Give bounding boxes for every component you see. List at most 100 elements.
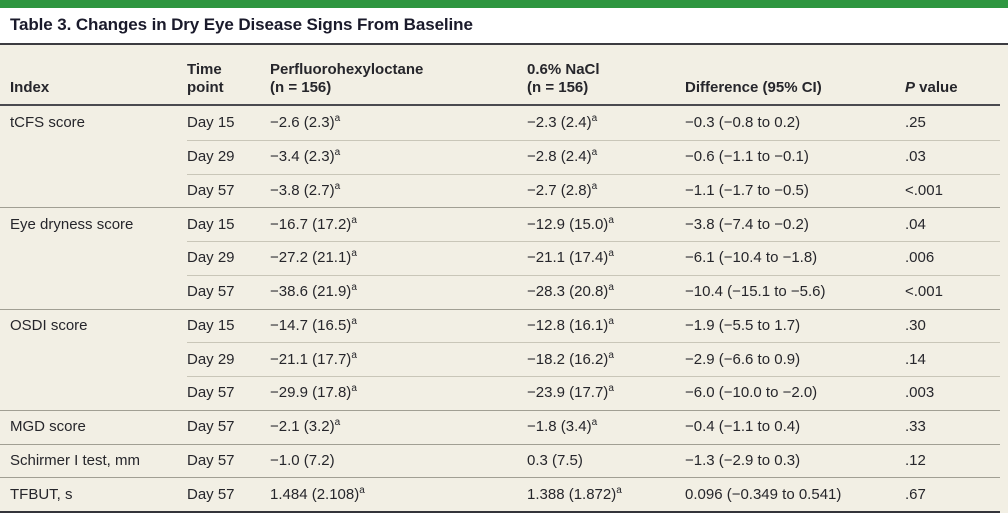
cell-nacl: −2.7 (2.8)a — [527, 180, 598, 199]
cell-nacl: −2.8 (2.4)a — [527, 147, 598, 166]
cell-perfluorohexyloctane: −29.9 (17.8)a — [270, 383, 357, 402]
footnote-marker: a — [608, 315, 614, 327]
cell-perfluorohexyloctane: −1.0 (7.2) — [270, 451, 335, 469]
cell-p-value: .03 — [905, 148, 926, 166]
cell-nacl: −21.1 (17.4)a — [527, 248, 614, 267]
cell-time-point: Day 57 — [187, 384, 235, 402]
cell-perfluorohexyloctane: −2.6 (2.3)a — [270, 113, 341, 132]
footnote-marker: a — [351, 315, 357, 327]
cell-time-point: Day 15 — [187, 215, 235, 233]
cell-difference: −2.9 (−6.6 to 0.9) — [685, 350, 801, 368]
cell-p-value: .25 — [905, 114, 926, 132]
footnote-marker: a — [591, 113, 598, 125]
cell-difference: −3.8 (−7.4 to −0.2) — [685, 215, 809, 233]
column-header-perfluorohexyloctane: Perfluorohexyloctane (n = 156) — [270, 60, 424, 97]
cell-perfluorohexyloctane: −2.1 (3.2)a — [270, 417, 341, 436]
table-row: OSDI score Day 15 −14.7 (16.5)a −12.8 (1… — [0, 308, 1008, 343]
table-row: Day 29 −27.2 (21.1)a −21.1 (17.4)a −6.1 … — [0, 241, 1008, 275]
footnote-marker: a — [359, 484, 365, 496]
cell-time-point: Day 29 — [187, 350, 235, 368]
cell-difference: −10.4 (−15.1 to −5.6) — [685, 283, 826, 301]
cell-perfluorohexyloctane: −27.2 (21.1)a — [270, 248, 357, 267]
footnote-marker: a — [351, 282, 357, 294]
cell-p-value: <.001 — [905, 283, 943, 301]
cell-difference: −1.9 (−5.5 to 1.7) — [685, 316, 801, 334]
table-panel: Index Time point Perfluorohexyloctane (n… — [0, 45, 1008, 513]
cell-nacl: 1.388 (1.872)a — [527, 484, 622, 503]
footnote-marker: a — [351, 248, 357, 260]
cell-perfluorohexyloctane: −14.7 (16.5)a — [270, 315, 357, 334]
table-row: Day 57 −38.6 (21.9)a −28.3 (20.8)a −10.4… — [0, 274, 1008, 309]
cell-nacl: −23.9 (17.7)a — [527, 383, 614, 402]
cell-perfluorohexyloctane: −3.4 (2.3)a — [270, 147, 341, 166]
cell-p-value: .30 — [905, 316, 926, 334]
footnote-marker: a — [351, 214, 357, 226]
cell-difference: 0.096 (−0.349 to 0.541) — [685, 485, 842, 503]
footnote-marker: a — [616, 484, 622, 496]
cell-index: Schirmer I test, mm — [10, 451, 141, 469]
cell-index: Eye dryness score — [10, 215, 134, 233]
cell-difference: −6.1 (−10.4 to −1.8) — [685, 249, 818, 267]
cell-index: tCFS score — [10, 114, 86, 132]
cell-nacl: −12.9 (15.0)a — [527, 214, 614, 233]
column-header-nacl: 0.6% NaCl (n = 156) — [527, 60, 600, 97]
table-bottom-rule — [0, 511, 1000, 513]
cell-perfluorohexyloctane: −16.7 (17.2)a — [270, 214, 357, 233]
p-value-italic-p: P — [905, 79, 916, 97]
footnote-marker: a — [334, 113, 341, 125]
cell-time-point: Day 57 — [187, 181, 235, 199]
cell-nacl: 0.3 (7.5) — [527, 451, 583, 469]
cell-index: OSDI score — [10, 316, 88, 334]
cell-perfluorohexyloctane: 1.484 (2.108)a — [270, 484, 365, 503]
table-row: tCFS score Day 15 −2.6 (2.3)a −2.3 (2.4)… — [0, 106, 1008, 140]
footnote-marker: a — [591, 147, 598, 159]
column-header-difference: Difference (95% CI) — [685, 79, 822, 97]
footnote-marker: a — [334, 147, 341, 159]
table-row: Day 29 −21.1 (17.7)a −18.2 (16.2)a −2.9 … — [0, 342, 1008, 376]
footnote-marker: a — [351, 383, 357, 395]
cell-difference: −1.3 (−2.9 to 0.3) — [685, 451, 801, 469]
cell-nacl: −18.2 (16.2)a — [527, 349, 614, 368]
footnote-marker: a — [608, 214, 614, 226]
cell-difference: −6.0 (−10.0 to −2.0) — [685, 384, 818, 402]
cell-time-point: Day 15 — [187, 316, 235, 334]
cell-nacl: −1.8 (3.4)a — [527, 417, 598, 436]
cell-time-point: Day 29 — [187, 148, 235, 166]
footnote-marker: a — [608, 282, 614, 294]
footnote-marker: a — [334, 180, 341, 192]
cell-p-value: .67 — [905, 485, 926, 503]
footnote-marker: a — [608, 349, 614, 361]
footnote-marker: a — [591, 180, 598, 192]
cell-p-value: .04 — [905, 215, 926, 233]
cell-p-value: .33 — [905, 418, 926, 436]
footnote-marker: a — [591, 417, 598, 429]
cell-nacl: −28.3 (20.8)a — [527, 282, 614, 301]
cell-perfluorohexyloctane: −3.8 (2.7)a — [270, 180, 341, 199]
cell-time-point: Day 57 — [187, 451, 235, 469]
column-header-time-point: Time point — [187, 60, 224, 97]
footnote-marker: a — [351, 349, 357, 361]
cell-difference: −0.6 (−1.1 to −0.1) — [685, 148, 809, 166]
cell-difference: −1.1 (−1.7 to −0.5) — [685, 181, 809, 199]
cell-perfluorohexyloctane: −21.1 (17.7)a — [270, 349, 357, 368]
table-header-row: Index Time point Perfluorohexyloctane (n… — [0, 45, 1008, 106]
table-body: tCFS score Day 15 −2.6 (2.3)a −2.3 (2.4)… — [0, 106, 1008, 511]
table-title: Table 3. Changes in Dry Eye Disease Sign… — [10, 15, 473, 34]
footnote-marker: a — [608, 248, 614, 260]
cell-p-value: <.001 — [905, 181, 943, 199]
cell-difference: −0.3 (−0.8 to 0.2) — [685, 114, 801, 132]
footnote-marker: a — [608, 383, 614, 395]
cell-time-point: Day 57 — [187, 283, 235, 301]
cell-time-point: Day 57 — [187, 485, 235, 503]
cell-time-point: Day 29 — [187, 249, 235, 267]
cell-time-point: Day 15 — [187, 114, 235, 132]
title-rule — [0, 43, 1008, 45]
p-value-rest: value — [915, 79, 958, 97]
table-row: Day 57 −3.8 (2.7)a −2.7 (2.8)a −1.1 (−1.… — [0, 173, 1008, 208]
footnote-marker: a — [334, 417, 341, 429]
table-row: Schirmer I test, mm Day 57 −1.0 (7.2) 0.… — [0, 443, 1008, 478]
cell-difference: −0.4 (−1.1 to 0.4) — [685, 418, 801, 436]
cell-index: MGD score — [10, 418, 86, 436]
cell-p-value: .12 — [905, 451, 926, 469]
cell-index: TFBUT, s — [10, 485, 73, 503]
